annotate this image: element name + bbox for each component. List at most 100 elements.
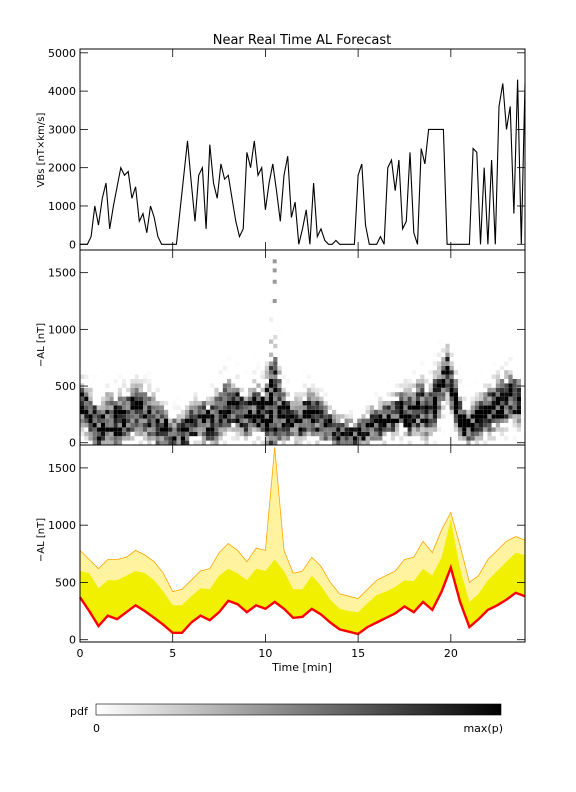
pdf-cell (185, 418, 190, 423)
pdf-cell (105, 440, 110, 445)
pdf-cell (290, 401, 295, 406)
pdf-cell (117, 418, 122, 423)
pdf-cell (311, 431, 316, 437)
pdf-cell (134, 431, 139, 437)
pdf-cell (235, 409, 240, 415)
pdf-cell (327, 405, 332, 410)
pdf-cell (508, 379, 513, 384)
pdf-cell (214, 423, 219, 428)
pdf-cell (382, 423, 387, 428)
pdf-cell (315, 409, 320, 415)
pdf-cell (369, 414, 374, 419)
pdf-cell (281, 405, 286, 410)
pdf-cell (256, 392, 261, 397)
pdf-cell (285, 431, 290, 437)
pdf-cell (474, 392, 479, 397)
pdf-cell (117, 374, 122, 379)
pdf-cell (516, 414, 521, 419)
pdf-cell (495, 392, 500, 397)
pdf-cell (252, 352, 257, 357)
pdf-cell (420, 379, 425, 384)
pdf-cell (474, 436, 479, 441)
pdf-cell (101, 401, 106, 406)
pdf-cell (80, 387, 85, 393)
pdf-cell (84, 392, 89, 397)
pdf-cell (319, 405, 324, 410)
pdf-cell (101, 409, 106, 415)
pdf-cell (231, 387, 236, 393)
pdf-cell (126, 396, 131, 401)
pdf-cell (143, 405, 148, 410)
pdf-cell (159, 414, 164, 419)
pdf-cell (252, 339, 257, 344)
pdf-cell (277, 392, 282, 397)
pdf-cell (138, 440, 143, 445)
pdf-cell (227, 357, 232, 362)
pdf-cell (327, 436, 332, 441)
pdf-cell (428, 387, 433, 393)
pdf-cell (445, 357, 450, 362)
pdf-cell (126, 409, 131, 415)
pdf-cell (155, 405, 160, 410)
pdf-cell (218, 409, 223, 415)
pdf-cell (428, 418, 433, 423)
pdf-cell (222, 418, 227, 423)
pdf-cell (256, 427, 261, 432)
pdf-cell (122, 409, 127, 415)
pdf-cell (449, 352, 454, 357)
pdf-cell (134, 374, 139, 379)
pdf-cell (117, 409, 122, 415)
pdf-cell (117, 396, 122, 401)
pdf-cell (302, 401, 307, 406)
pdf-cell (449, 409, 454, 415)
pdf-cell (306, 427, 311, 432)
pdf-cell (92, 423, 97, 428)
pdf-cell (218, 396, 223, 401)
pdf-cell (281, 401, 286, 406)
pdf-cell (344, 414, 349, 419)
pdf-cell (96, 414, 101, 419)
pdf-cell (479, 436, 484, 441)
pdf-cell (340, 423, 345, 428)
pdf-cell (277, 365, 282, 371)
pdf-cell (512, 423, 517, 428)
pdf-cell (290, 427, 295, 432)
pdf-cell (479, 392, 484, 397)
pdf-cell (470, 431, 475, 437)
pdf-cell (407, 427, 412, 432)
colorbar-min-label: 0 (93, 722, 100, 735)
pdf-cell (264, 365, 269, 371)
pdf-cell (378, 418, 383, 423)
pdf-cell (407, 396, 412, 401)
pdf-cell (365, 423, 370, 428)
pdf-cell (453, 387, 458, 393)
pdf-cell (369, 409, 374, 415)
pdf-cell (382, 427, 387, 432)
pdf-cell (424, 440, 429, 445)
pdf-cell (256, 418, 261, 423)
pdf-cell (441, 387, 446, 393)
pdf-cell (403, 396, 408, 401)
pdf-cell (281, 427, 286, 432)
pdf-cell (504, 396, 509, 401)
pdf-cell (445, 374, 450, 379)
pdf-cell (231, 396, 236, 401)
pdf-cell (222, 392, 227, 397)
pdf-cell (437, 379, 442, 384)
pdf-cell (512, 405, 517, 410)
pdf-cell (407, 423, 412, 428)
pdf-cell (378, 414, 383, 419)
pdf-cell (248, 401, 253, 406)
pdf-cell (201, 431, 206, 437)
pdf-cell (92, 418, 97, 423)
pdf-cell (298, 436, 303, 441)
pdf-cell (453, 414, 458, 419)
pdf-cell (126, 436, 131, 441)
pdf-cell (474, 379, 479, 384)
pdf-cell (113, 414, 118, 419)
pdf-cell (197, 427, 202, 432)
pdf-cell (277, 427, 282, 432)
pdf-cell (264, 427, 269, 432)
pdf-cell (269, 299, 274, 305)
